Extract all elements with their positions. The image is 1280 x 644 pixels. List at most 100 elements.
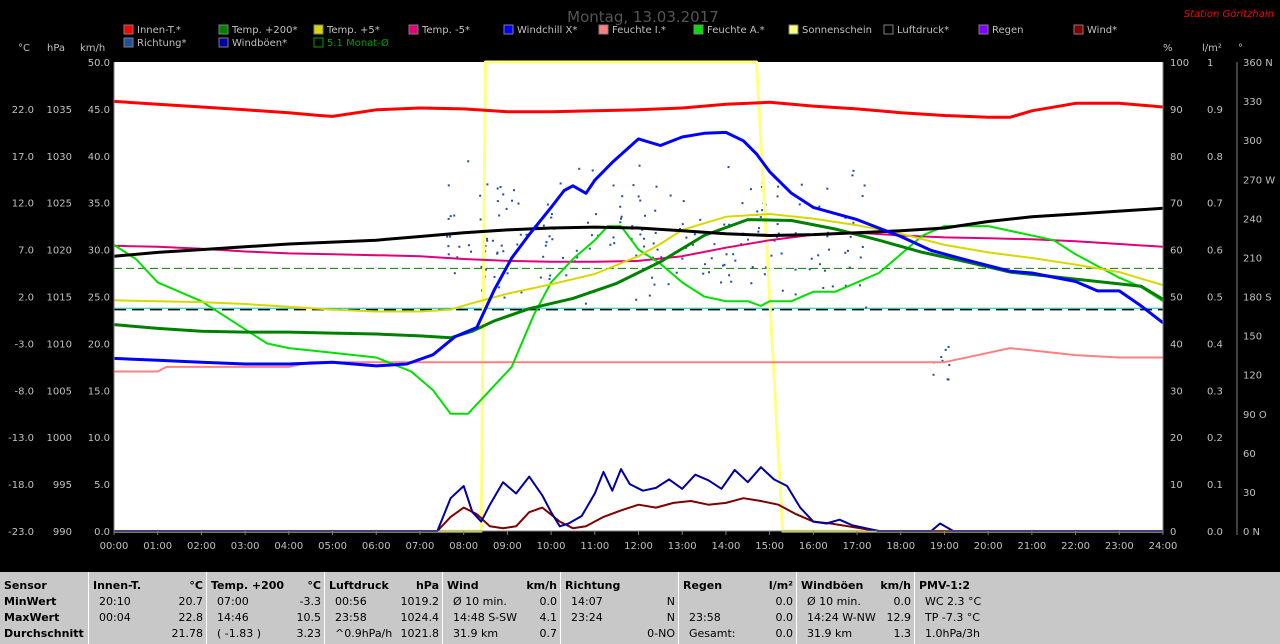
legend-label: Feuchte I.* [612,25,666,36]
direction-point [546,203,549,206]
x-tick-label: 08:00 [449,541,478,552]
cell-info: 14:46 [217,611,249,624]
cell-value: 20.7 [178,595,204,608]
direction-point [751,266,754,269]
weather-chart: 00:00 01:00 02:00 03:00 04:00 05:00 06:00 07:00… [8,8,1275,552]
cell-info: ^0.9hPa/h [335,627,393,640]
cell-info: 14:24 W-NW [807,611,876,624]
direction-point [632,184,635,187]
pressure-tick-label: 1020 [47,246,72,257]
cell-info: 00:04 [99,611,131,624]
humidity-tick-label: 100 [1170,58,1189,69]
direction-point [562,256,565,259]
direction-point [578,167,581,170]
x-tick-label: 22:00 [1061,541,1090,552]
direction-point [619,221,622,224]
direction-point [669,194,672,197]
legend-swatch [218,24,229,35]
direction-point [844,284,847,287]
direction-point [499,186,502,189]
direction-unit-label: ° [1238,43,1243,54]
direction-point [470,250,473,253]
direction-point [794,232,797,235]
stat-column: Windböen km/h Ø 10 min. 0.0 14:24 W-NW 12.9 31… [796,572,915,644]
temp-tick-label: 17.0 [12,152,34,163]
temp-tick-label: 2.0 [18,293,34,304]
series-temp-5 [113,231,1164,263]
x-tick-label: 24:00 [1149,541,1178,552]
stat-column: Temp. +200 °C 07:00 -3.3 14:46 10.5 ( -1.83 ) 3… [206,572,325,644]
direction-point [485,268,488,271]
legend-label: Wind* [1087,25,1117,36]
direction-point [467,244,470,247]
column-unit: °C [307,579,321,592]
direction-point [590,234,593,237]
direction-point [848,266,851,269]
direction-point [759,216,762,219]
stat-column: Innen-T. °C 20:10 20.7 00:04 22.8 21.78 [88,572,207,644]
station-name: Station Göritzhain [1184,9,1274,20]
row-labels: Sensor MinWert MaxWert Durchschnitt [0,572,88,644]
direction-point [525,233,528,236]
cell-value: 0.0 [775,595,794,608]
direction-point [638,164,641,167]
cell-value: 0.0 [539,595,558,608]
statistics-table: Sensor MinWert MaxWert Durchschnitt Innen-T.… [0,572,1280,644]
legend-swatch [313,24,324,35]
temp-unit-label: °C [18,43,30,54]
column-title: Luftdruck [329,579,389,592]
cell-info: Gesamt: [689,627,736,640]
rain-tick-label: 0.9 [1207,105,1223,116]
direction-point [641,228,644,231]
x-tick-label: 17:00 [843,541,872,552]
direction-point [823,269,826,272]
direction-point [713,243,716,246]
direction-point [453,272,456,275]
x-tick-label: 13:00 [668,541,697,552]
direction-point [595,213,598,216]
column-unit: l/m² [768,579,793,592]
direction-point [539,276,542,279]
direction-point [550,216,553,219]
direction-point [818,205,821,208]
legend-swatch [503,24,514,35]
legend-label: Luftdruck* [897,25,949,36]
direction-point [794,268,797,271]
direction-tick-label: 330 [1243,97,1262,108]
direction-point [702,272,705,275]
cell-value: 1.3 [893,627,912,640]
wind-tick-label: 35.0 [88,199,110,210]
direction-point [620,215,623,218]
direction-point [458,245,461,248]
direction-point [506,272,509,275]
direction-point [681,257,684,260]
direction-point [502,193,505,196]
x-tick-label: 11:00 [580,541,609,552]
direction-point [776,223,779,226]
row-label: MinWert [4,595,57,608]
cell-info: 14:07 [571,595,603,608]
direction-tick-label: 0 N [1243,527,1260,538]
direction-point [822,286,825,289]
direction-point [586,221,589,224]
x-tick-label: 18:00 [886,541,915,552]
direction-point [757,230,760,233]
pressure-tick-label: 1005 [47,386,72,397]
series-innen-t [113,99,1164,119]
direction-tick-label: 120 [1243,371,1262,382]
stat-column: Luftdruck hPa 00:56 1019.2 23:58 1024.4 ^0.9hP… [324,572,443,644]
direction-point [447,245,450,248]
direction-point [781,289,784,292]
direction-point [449,215,452,218]
cell-info: TP -7.3 °C [925,611,980,624]
legend-swatch [693,24,704,35]
cell-value: N [666,595,675,608]
temp-tick-label: -23.0 [8,527,34,538]
cell-value: 22.8 [178,611,204,624]
direction-point [576,256,579,259]
direction-point [750,282,753,285]
direction-point [849,235,852,238]
direction-point [794,293,797,296]
direction-point [491,239,494,242]
direction-point [498,214,501,217]
